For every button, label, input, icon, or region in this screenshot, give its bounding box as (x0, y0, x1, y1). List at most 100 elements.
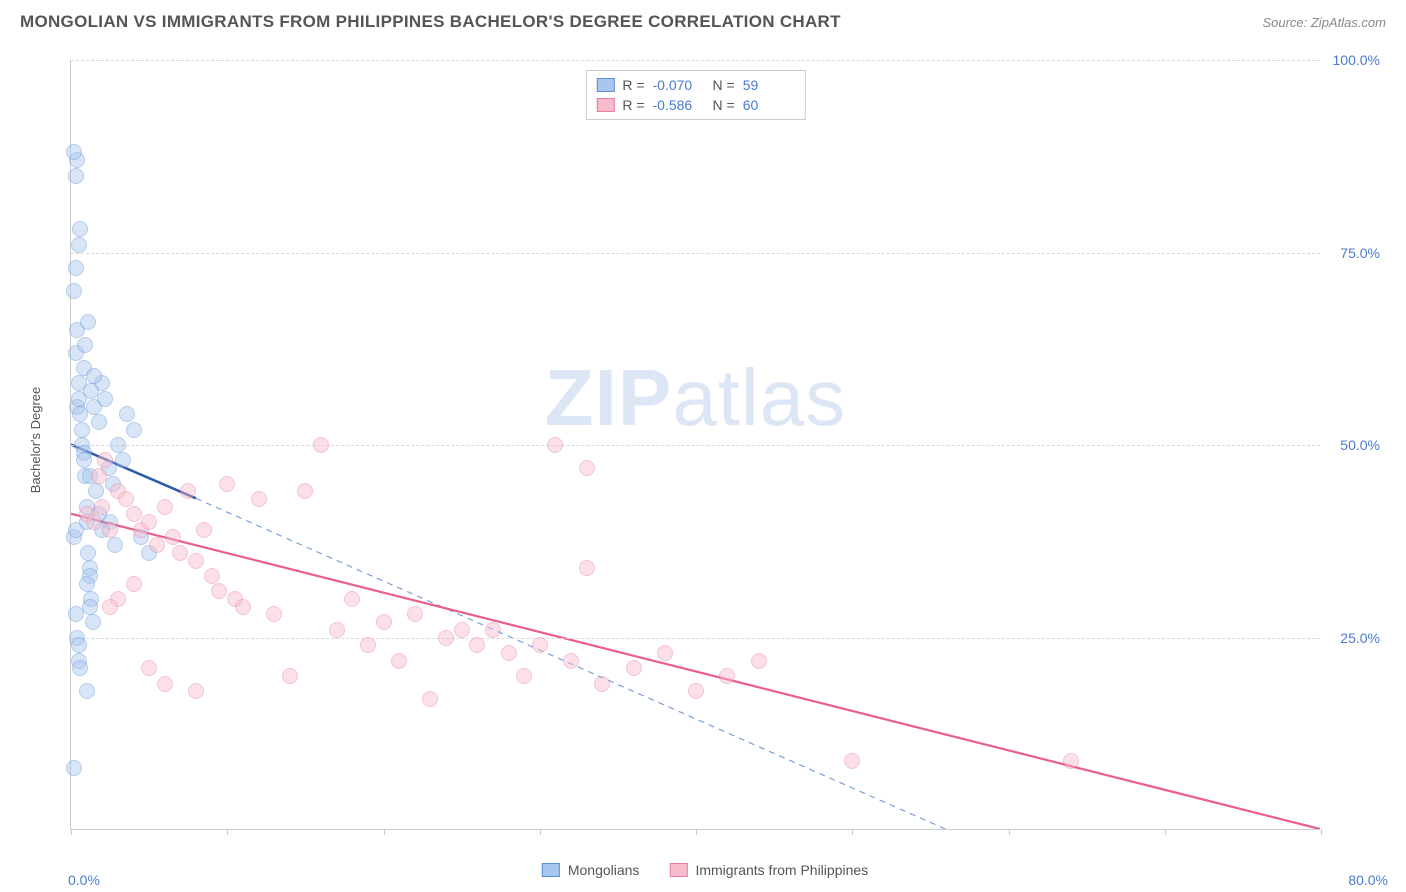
data-point-mongolians (88, 483, 104, 499)
data-point-philippines (360, 637, 376, 653)
data-point-philippines (438, 630, 454, 646)
source-prefix: Source: (1262, 15, 1310, 30)
data-point-philippines (579, 460, 595, 476)
data-point-philippines (211, 583, 227, 599)
x-axis-tick (384, 829, 385, 835)
y-axis-tick-label: 75.0% (1340, 245, 1380, 261)
stat-value-n: 60 (743, 97, 795, 113)
watermark: ZIPatlas (545, 352, 846, 444)
data-point-philippines (422, 691, 438, 707)
data-point-mongolians (79, 576, 95, 592)
data-point-philippines (282, 668, 298, 684)
legend-swatch (542, 863, 560, 877)
data-point-mongolians (74, 422, 90, 438)
data-point-philippines (657, 645, 673, 661)
data-point-philippines (688, 683, 704, 699)
data-point-philippines (157, 676, 173, 692)
data-point-mongolians (68, 168, 84, 184)
stats-row-mongolians: R =-0.070N =59 (596, 75, 794, 95)
data-point-philippines (219, 476, 235, 492)
watermark-zip: ZIP (545, 353, 672, 442)
data-point-philippines (165, 529, 181, 545)
legend-label: Immigrants from Philippines (695, 862, 868, 878)
stats-box: R =-0.070N =59R =-0.586N =60 (585, 70, 805, 120)
data-point-philippines (126, 506, 142, 522)
data-point-philippines (313, 437, 329, 453)
data-point-mongolians (97, 391, 113, 407)
stat-label-n: N = (713, 97, 735, 113)
chart-title: MONGOLIAN VS IMMIGRANTS FROM PHILIPPINES… (20, 12, 841, 32)
stat-label-r: R = (622, 77, 644, 93)
legend-swatch (669, 863, 687, 877)
plot-area: ZIPatlas R =-0.070N =59R =-0.586N =60 25… (70, 60, 1320, 830)
data-point-philippines (91, 468, 107, 484)
data-point-mongolians (71, 237, 87, 253)
y-axis-tick-label: 25.0% (1340, 630, 1380, 646)
data-point-philippines (469, 637, 485, 653)
data-point-philippines (94, 499, 110, 515)
data-point-philippines (102, 599, 118, 615)
source-name: ZipAtlas.com (1311, 15, 1386, 30)
legend-label: Mongolians (568, 862, 640, 878)
data-point-philippines (266, 606, 282, 622)
gridline-h (71, 253, 1320, 254)
data-point-mongolians (68, 260, 84, 276)
data-point-philippines (1063, 753, 1079, 769)
watermark-atlas: atlas (672, 353, 846, 442)
x-axis-label-last: 80.0% (1348, 872, 1388, 888)
data-point-philippines (516, 668, 532, 684)
x-axis-label-first: 0.0% (68, 872, 100, 888)
gridline-h (71, 445, 1320, 446)
data-point-philippines (626, 660, 642, 676)
data-point-philippines (251, 491, 267, 507)
data-point-philippines (391, 653, 407, 669)
data-point-mongolians (79, 683, 95, 699)
data-point-philippines (329, 622, 345, 638)
data-point-philippines (126, 576, 142, 592)
data-point-mongolians (115, 452, 131, 468)
data-point-mongolians (85, 614, 101, 630)
data-point-mongolians (71, 637, 87, 653)
x-axis-tick (71, 829, 72, 835)
x-axis-tick (540, 829, 541, 835)
data-point-mongolians (66, 760, 82, 776)
data-point-philippines (204, 568, 220, 584)
data-point-philippines (141, 660, 157, 676)
data-point-mongolians (76, 452, 92, 468)
data-point-philippines (196, 522, 212, 538)
data-point-philippines (719, 668, 735, 684)
x-axis-tick (1009, 829, 1010, 835)
data-point-mongolians (80, 314, 96, 330)
data-point-mongolians (72, 221, 88, 237)
data-point-mongolians (66, 144, 82, 160)
data-point-mongolians (91, 414, 107, 430)
stat-value-r: -0.586 (653, 97, 705, 113)
x-axis-tick (696, 829, 697, 835)
x-axis-tick (227, 829, 228, 835)
data-point-philippines (594, 676, 610, 692)
data-point-philippines (344, 591, 360, 607)
data-point-mongolians (82, 599, 98, 615)
legend-item: Mongolians (542, 862, 640, 878)
data-point-philippines (118, 491, 134, 507)
data-point-philippines (485, 622, 501, 638)
data-point-philippines (532, 637, 548, 653)
data-point-philippines (844, 753, 860, 769)
data-point-philippines (407, 606, 423, 622)
bottom-legend: Mongolians Immigrants from Philippines (542, 862, 868, 878)
stats-row-philippines: R =-0.586N =60 (596, 95, 794, 115)
data-point-mongolians (77, 337, 93, 353)
y-axis-title: Bachelor's Degree (28, 387, 43, 494)
data-point-philippines (180, 483, 196, 499)
data-point-mongolians (80, 545, 96, 561)
data-point-philippines (751, 653, 767, 669)
chart-header: MONGOLIAN VS IMMIGRANTS FROM PHILIPPINES… (0, 0, 1406, 40)
stat-value-r: -0.070 (653, 77, 705, 93)
data-point-mongolians (119, 406, 135, 422)
data-point-mongolians (72, 660, 88, 676)
data-point-mongolians (83, 383, 99, 399)
data-point-philippines (547, 437, 563, 453)
x-axis-tick (1321, 829, 1322, 835)
data-point-philippines (501, 645, 517, 661)
data-point-philippines (149, 537, 165, 553)
